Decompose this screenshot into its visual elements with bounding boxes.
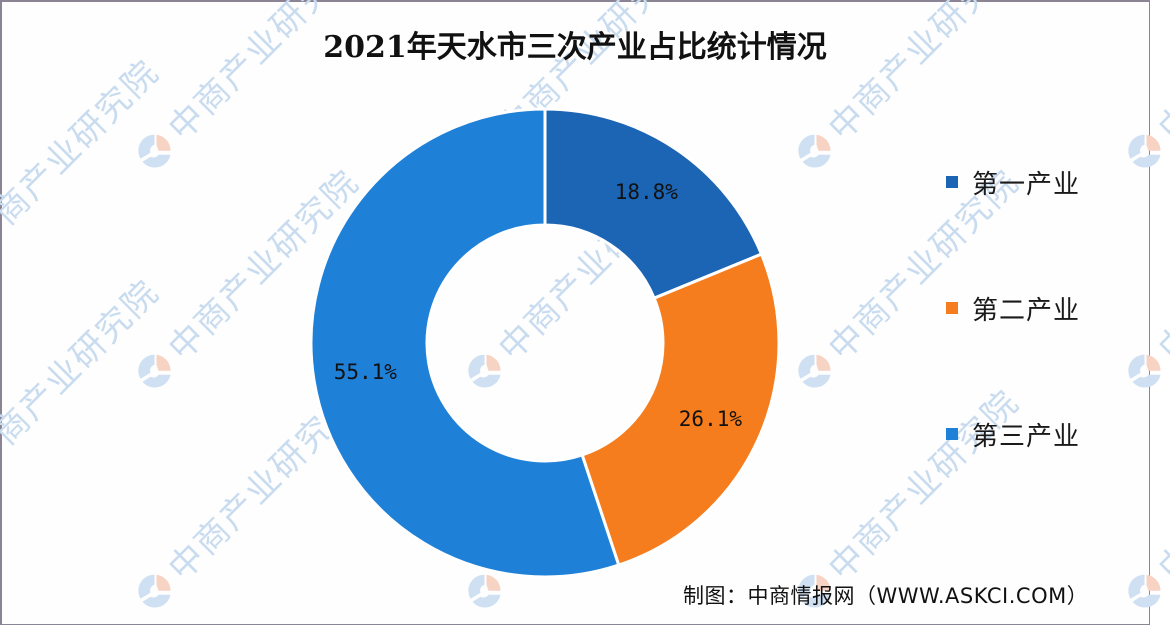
source-credit: 制图：中商情报网（WWW.ASKCI.COM） [683, 584, 1089, 608]
slice-secondary-industry[interactable] [580, 252, 781, 567]
slice-tertiary-industry[interactable] [309, 107, 621, 579]
data-label: 55.1% [334, 360, 398, 384]
legend-item-secondary-industry[interactable]: 第二产业 [946, 289, 1080, 327]
data-label: 18.8% [615, 180, 679, 204]
chart-legend: 第一产业 第二产业 第三产业 [946, 163, 1080, 541]
legend-item-tertiary-industry[interactable]: 第三产业 [946, 415, 1080, 453]
data-label: 26.1% [679, 407, 743, 431]
donut-slices [309, 107, 781, 579]
legend-swatch-icon [946, 428, 958, 440]
legend-label: 第一产业 [972, 169, 1081, 200]
legend-swatch-icon [946, 302, 958, 314]
legend-label: 第二产业 [972, 295, 1081, 326]
legend-item-primary-industry[interactable]: 第一产业 [946, 163, 1080, 201]
chart-title: 2021年天水市三次产业占比统计情况 [323, 30, 827, 65]
legend-swatch-icon [946, 176, 958, 188]
slice-primary-industry[interactable] [543, 107, 764, 301]
donut-data-labels: 18.8% 26.1% 55.1% [334, 180, 743, 431]
legend-label: 第三产业 [972, 421, 1081, 452]
